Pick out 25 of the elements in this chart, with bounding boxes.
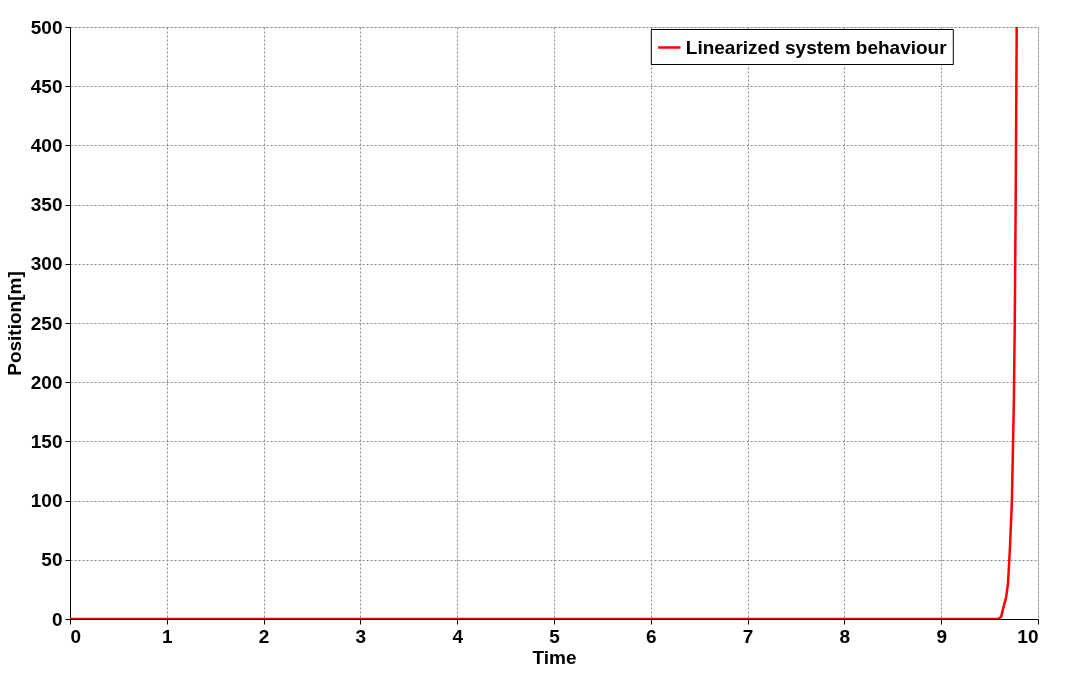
y-tick-label: 250 — [30, 312, 63, 334]
legend-label: Linearized system behaviour — [685, 36, 948, 58]
x-tick-label: 3 — [355, 625, 367, 647]
x-tick-label: 4 — [452, 625, 464, 647]
y-tick-label: 350 — [30, 194, 63, 216]
y-tick-label: 500 — [30, 16, 63, 38]
x-tick-label: 2 — [258, 625, 270, 647]
x-tick-label: 9 — [936, 625, 947, 647]
y-tick-label: 50 — [41, 549, 63, 571]
x-tick-label: 1 — [162, 625, 174, 647]
x-tick-label: 6 — [646, 625, 657, 647]
x-tick-label: 7 — [742, 625, 754, 647]
x-tick-label: 5 — [549, 625, 561, 647]
y-tick-label: 200 — [30, 371, 63, 393]
x-tick-label: 0 — [70, 625, 82, 647]
y-tick-label: 100 — [30, 490, 63, 512]
y-tick-label: 300 — [30, 253, 63, 275]
y-tick-label: 0 — [51, 608, 63, 630]
y-tick-label: 150 — [30, 430, 63, 452]
y-tick-label: 450 — [30, 75, 63, 97]
x-tick-label: 10 — [1017, 625, 1039, 647]
y-axis-title: Position[m] — [3, 271, 25, 376]
x-axis-title: Time — [532, 646, 577, 668]
y-tick-label: 400 — [30, 134, 63, 156]
x-tick-label: 8 — [839, 625, 851, 647]
